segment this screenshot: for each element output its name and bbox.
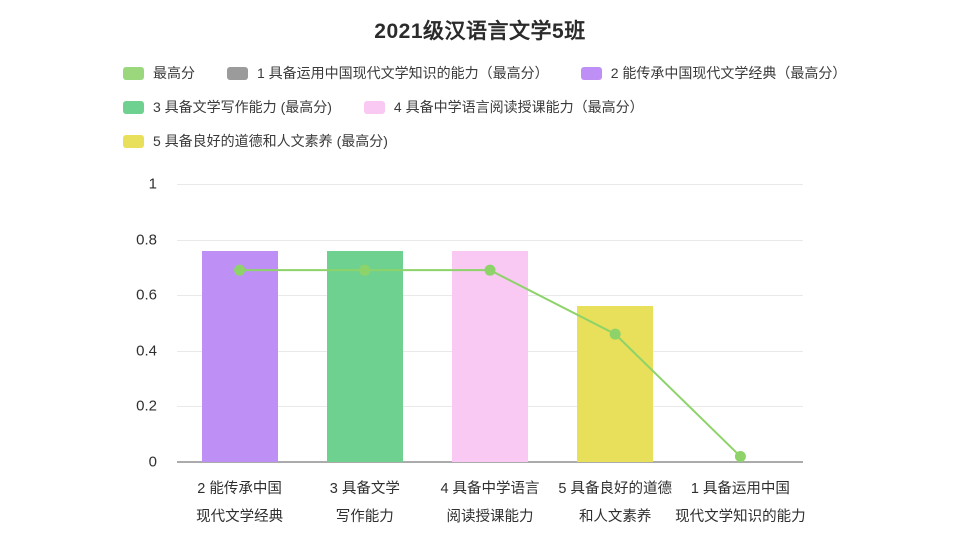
legend-swatch-icon xyxy=(363,100,385,114)
plot-area: 0 0.2 0.4 0.6 0.8 1 2 能传承中国 现代文学经典 3 具备文学 写作能力 4 具… xyxy=(136,176,806,526)
x-tick-label-line: 和人文素养 xyxy=(578,509,652,525)
legend-item-1-0[interactable]: 3 具备文学写作能力 (最高分) xyxy=(123,97,332,117)
y-tick-label-5: 1 xyxy=(148,175,157,193)
x-tick-label-line: 5 具备良好的道德 xyxy=(558,481,672,497)
gridline-4 xyxy=(177,239,803,241)
x-tick-label-line: 1 具备运用中国 xyxy=(690,481,790,497)
y-tick-label-4: 0.8 xyxy=(136,231,157,249)
legend-label: 3 具备文学写作能力 (最高分) xyxy=(153,99,332,115)
x-tick-label-line: 2 能传承中国 xyxy=(197,481,282,497)
legend-item-2-0[interactable]: 5 具备良好的道德和人文素养 (最高分) xyxy=(123,131,388,151)
y-tick-label-3: 0.6 xyxy=(136,286,157,304)
legend-row-1: 3 具备文学写作能力 (最高分) 4 具备中学语言阅读授课能力（最高分） xyxy=(123,97,846,117)
legend-label: 5 具备良好的道德和人文素养 (最高分) xyxy=(153,133,388,149)
line-point-4 xyxy=(734,450,746,462)
bar-category-2 xyxy=(452,250,528,462)
x-tick-label-line: 阅读授课能力 xyxy=(446,509,534,525)
y-tick-label-0: 0 xyxy=(148,453,157,471)
x-tick-label-4: 1 具备运用中国 现代文学知识的能力 xyxy=(655,475,825,531)
x-tick-label-3: 5 具备良好的道德 和人文素养 xyxy=(530,475,700,531)
chart-title: 2021级汉语言文学5班 xyxy=(374,20,586,43)
legend-item-0-0[interactable]: 最高分 xyxy=(123,63,195,83)
y-tick-label-1: 0.2 xyxy=(136,397,157,415)
x-tick-label-line: 写作能力 xyxy=(335,509,394,525)
bar-category-0 xyxy=(201,250,278,462)
legend-item-0-2[interactable]: 2 能传承中国现代文学经典（最高分） xyxy=(580,63,847,83)
line-point-0 xyxy=(234,264,246,276)
legend-label: 1 具备运用中国现代文学知识的能力（最高分） xyxy=(257,65,549,81)
bar-category-1 xyxy=(326,250,403,462)
x-tick-label-1: 3 具备文学 写作能力 xyxy=(280,475,450,531)
x-tick-label-line: 4 具备中学语言 xyxy=(440,481,540,497)
line-path xyxy=(239,269,742,458)
x-tick-label-0: 2 能传承中国 现代文学经典 xyxy=(155,475,325,531)
legend-item-0-1[interactable]: 1 具备运用中国现代文学知识的能力（最高分） xyxy=(227,63,549,83)
legend-row-2: 5 具备良好的道德和人文素养 (最高分) xyxy=(123,131,846,151)
line-point-3 xyxy=(609,328,621,340)
line-point-2 xyxy=(484,264,496,276)
legend: 最高分 1 具备运用中国现代文学知识的能力（最高分） 2 能传承中国现代文学经典（最… xyxy=(123,63,846,151)
x-tick-label-line: 现代文学知识的能力 xyxy=(675,509,806,525)
x-axis-line xyxy=(177,461,803,463)
legend-swatch-icon xyxy=(123,134,144,148)
gridline-5 xyxy=(177,184,803,185)
legend-item-1-1[interactable]: 4 具备中学语言阅读授课能力（最高分） xyxy=(363,97,644,117)
legend-label: 4 具备中学语言阅读授课能力（最高分） xyxy=(393,99,644,115)
x-tick-label-line: 3 具备文学 xyxy=(329,481,400,497)
x-tick-label-line: 现代文学经典 xyxy=(196,509,284,525)
legend-swatch-icon xyxy=(227,66,248,80)
legend-swatch-icon xyxy=(580,66,602,80)
legend-swatch-icon xyxy=(123,66,144,80)
legend-label: 2 能传承中国现代文学经典（最高分） xyxy=(610,65,847,81)
legend-row-0: 最高分 1 具备运用中国现代文学知识的能力（最高分） 2 能传承中国现代文学经典（最… xyxy=(123,63,846,83)
x-tick-label-2: 4 具备中学语言 阅读授课能力 xyxy=(405,475,575,531)
line-point-1 xyxy=(359,264,371,276)
legend-label: 最高分 xyxy=(153,65,195,81)
legend-swatch-icon xyxy=(123,100,144,114)
y-tick-label-2: 0.4 xyxy=(136,342,157,360)
max-score-line xyxy=(234,264,746,462)
